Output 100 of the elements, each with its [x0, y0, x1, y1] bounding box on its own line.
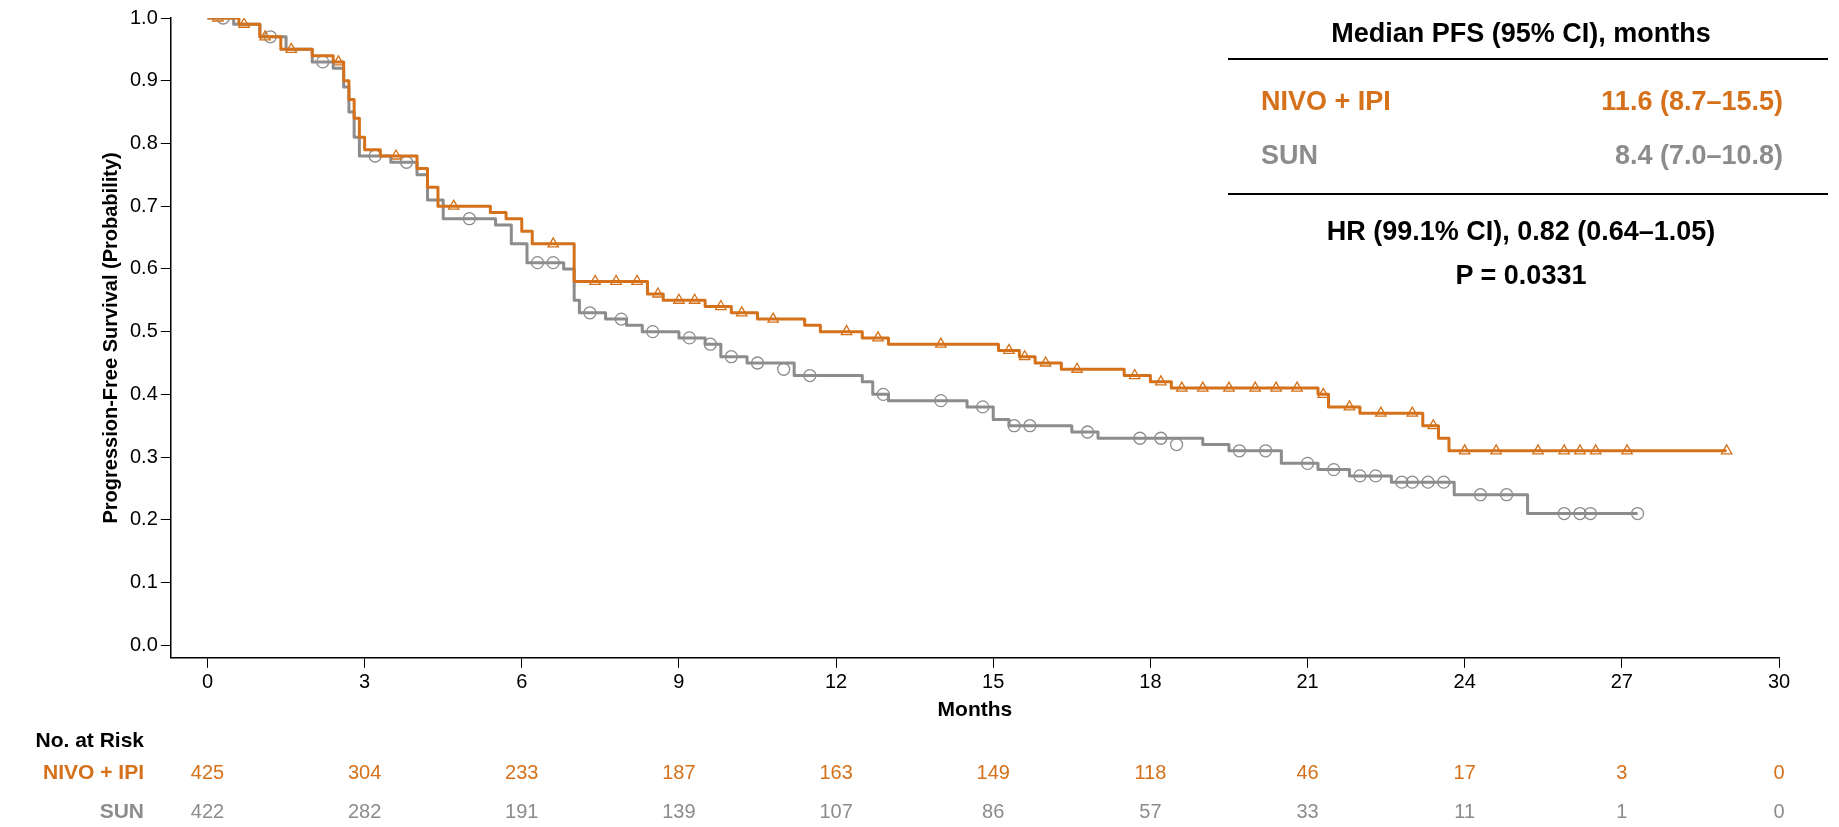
x-tick-label: 0 — [201, 670, 214, 693]
text: 107 — [819, 799, 853, 822]
point — [238, 18, 250, 28]
point — [1437, 475, 1451, 489]
point — [546, 255, 560, 270]
text: 0 — [1773, 799, 1785, 822]
point — [1573, 506, 1587, 521]
annotation: P = 0.0331 — [1455, 260, 1587, 291]
annotation: 8.4 (7.0–10.8) — [1614, 140, 1783, 171]
point — [1155, 375, 1167, 386]
text: 187 — [662, 760, 696, 783]
point — [1133, 431, 1147, 445]
point — [1007, 419, 1021, 433]
point — [735, 306, 748, 317]
x-tick-label: 30 — [1767, 670, 1791, 693]
point — [285, 42, 298, 54]
x-tick-label: 18 — [1139, 670, 1162, 693]
y-tick-label: 0.3 — [129, 444, 158, 467]
text: 139 — [662, 799, 696, 822]
point — [1291, 381, 1303, 392]
point — [1558, 444, 1571, 455]
point — [1574, 444, 1586, 455]
point — [976, 400, 990, 414]
point — [1395, 475, 1409, 489]
point — [547, 237, 560, 248]
point — [1490, 444, 1502, 455]
point — [1630, 506, 1645, 521]
point — [368, 149, 382, 163]
point — [1232, 444, 1247, 458]
x-tick-label: 21 — [1296, 670, 1319, 693]
text: 425 — [190, 760, 225, 783]
point — [1327, 462, 1341, 477]
point — [399, 155, 414, 169]
text: 191 — [505, 799, 539, 822]
y-tick-label: 0.5 — [129, 319, 158, 342]
text: 17 — [1453, 760, 1476, 783]
point — [1270, 381, 1282, 392]
point — [1039, 356, 1052, 367]
point — [631, 274, 643, 286]
point — [714, 299, 727, 311]
point — [1223, 381, 1235, 392]
point — [1300, 456, 1315, 470]
point — [1249, 381, 1261, 392]
text: 86 — [982, 799, 1005, 822]
x-tick-label: 9 — [673, 670, 685, 693]
text: 33 — [1296, 799, 1319, 822]
y-tick-label: 0.1 — [129, 570, 158, 593]
point — [1499, 488, 1514, 502]
point — [646, 324, 660, 339]
point — [1720, 444, 1733, 455]
point — [876, 387, 890, 401]
point — [1405, 475, 1419, 489]
point — [1473, 488, 1488, 502]
point — [1343, 400, 1356, 411]
x-tick-label: 15 — [982, 670, 1005, 693]
point — [724, 350, 738, 364]
text: 282 — [347, 799, 382, 822]
point — [1023, 419, 1037, 433]
point — [1003, 343, 1015, 355]
text: 3 — [1616, 760, 1628, 783]
point — [530, 255, 545, 270]
x-tick-label: 24 — [1453, 670, 1476, 693]
point — [462, 212, 477, 226]
point — [589, 274, 601, 286]
y-tick-label: 0.6 — [129, 256, 158, 279]
point — [1080, 425, 1095, 439]
point — [1258, 444, 1273, 458]
text: 46 — [1296, 760, 1319, 783]
point — [1532, 444, 1544, 455]
text: 0 — [1773, 760, 1785, 783]
annotation: 11.6 (8.7–15.5) — [1601, 86, 1783, 117]
text: 1 — [1616, 799, 1628, 822]
x-tick-label: 12 — [824, 670, 848, 693]
y-tick-label: 0.7 — [129, 193, 158, 216]
annotation: SUN — [1261, 140, 1319, 171]
y-tick-label: 0.0 — [129, 632, 158, 655]
y-tick-label: 0.8 — [129, 130, 158, 153]
text: 422 — [190, 799, 225, 822]
point — [614, 312, 628, 326]
point — [934, 393, 948, 408]
text: No. at Risk — [35, 727, 145, 751]
point — [1175, 381, 1188, 392]
annotation: HR (99.1% CI), 0.82 (0.64–1.05) — [1326, 216, 1716, 247]
point — [703, 337, 718, 351]
annotation: NIVO + IPI — [1261, 86, 1391, 117]
point — [1353, 469, 1367, 483]
text: 11 — [1454, 799, 1476, 822]
point — [1368, 469, 1383, 483]
point — [259, 30, 271, 41]
point — [1154, 431, 1168, 445]
point — [1169, 437, 1184, 452]
point — [1375, 406, 1387, 417]
point — [1458, 444, 1471, 455]
point — [1018, 350, 1031, 361]
y-tick-label: 0.9 — [129, 68, 158, 91]
text: NIVO + IPI — [43, 759, 144, 783]
point — [673, 293, 685, 304]
x-tick-label: 27 — [1610, 670, 1633, 693]
point — [1196, 381, 1209, 392]
text: 57 — [1139, 799, 1162, 822]
